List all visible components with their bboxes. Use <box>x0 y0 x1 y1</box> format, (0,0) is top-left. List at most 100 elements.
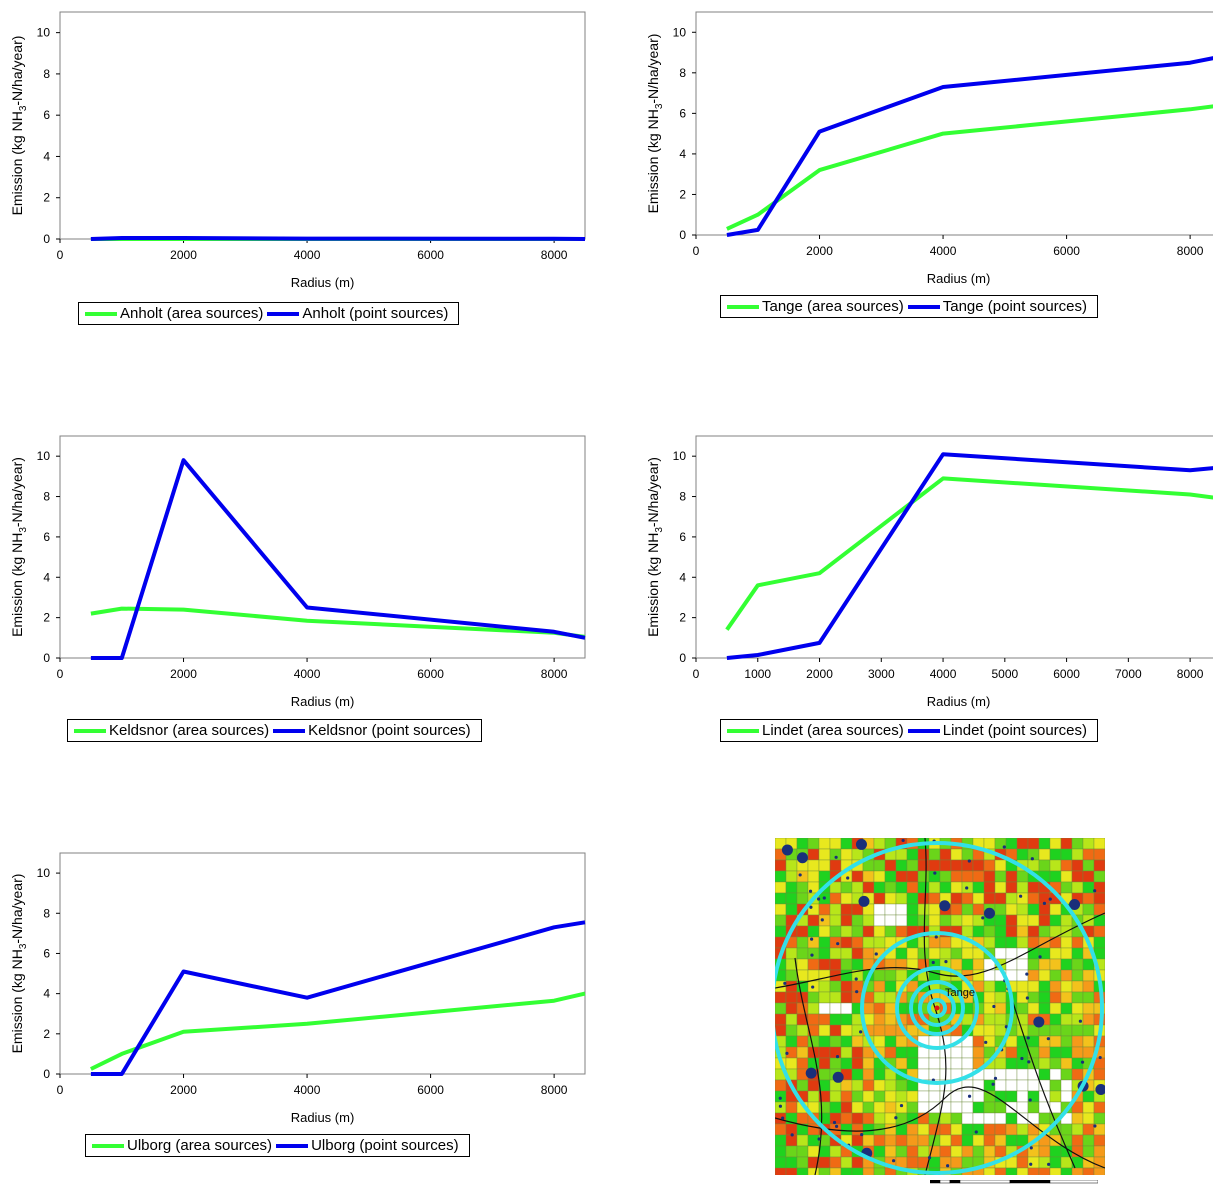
legend-label-point: Anholt (point sources) <box>302 305 449 322</box>
point-source-dot <box>1028 1098 1032 1102</box>
legend-item-point: Anholt (point sources) <box>267 305 448 322</box>
map-cell <box>972 881 985 894</box>
map-cell <box>917 936 930 949</box>
legend-label-point: Ulborg (point sources) <box>311 1137 459 1154</box>
y-tick-label: 8 <box>679 66 686 80</box>
legend-item-area: Tange (area sources) <box>727 298 904 315</box>
map-cell <box>994 1057 1007 1070</box>
point-source-dot <box>781 1116 785 1120</box>
map-cell <box>1060 914 1073 927</box>
map-cell <box>972 1101 985 1114</box>
point-source-dot <box>931 960 935 965</box>
map-cell <box>928 859 941 872</box>
map-cell <box>1060 947 1073 960</box>
map-cell <box>884 980 897 993</box>
map-cell <box>840 980 853 993</box>
map-cell <box>873 870 886 883</box>
map-cell <box>983 980 996 993</box>
x-tick-label: 6000 <box>1053 244 1080 258</box>
y-axis-label: Emission (kg NH3-N/ha/year) <box>645 457 665 637</box>
point-source-dot <box>981 916 985 920</box>
x-tick-label: 6000 <box>1053 667 1080 681</box>
map-cell <box>906 859 919 872</box>
map-cell <box>840 969 853 982</box>
map-cell <box>818 1002 831 1015</box>
map-cell <box>785 892 798 905</box>
x-tick-label: 8000 <box>1177 244 1204 258</box>
map-cell <box>785 969 798 982</box>
x-tick-label: 8000 <box>1177 667 1204 681</box>
point-source-dot <box>832 1071 844 1083</box>
map-cell <box>895 1035 908 1048</box>
map-cell <box>1071 881 1084 894</box>
map-cell <box>840 848 853 861</box>
map-cell <box>917 1090 930 1103</box>
series-line-area-sources <box>90 991 586 1071</box>
map-cell <box>1082 991 1095 1004</box>
map-cell <box>1038 838 1051 850</box>
y-tick-label: 6 <box>43 946 50 960</box>
map-cell <box>972 1134 985 1147</box>
map-cell <box>796 1156 809 1169</box>
map-cell <box>961 1090 974 1103</box>
map-cell <box>840 892 853 905</box>
map-cell <box>1016 1079 1029 1092</box>
map-cell <box>1071 947 1084 960</box>
map-cell <box>1005 925 1018 938</box>
map-cell <box>1005 1046 1018 1059</box>
map-cell <box>1071 936 1084 949</box>
map-cell <box>1082 848 1095 861</box>
radius-ring <box>909 980 965 1036</box>
map-cell <box>1071 1024 1084 1037</box>
map-cell <box>928 881 941 894</box>
map-cell <box>884 881 897 894</box>
map-cell <box>840 1101 853 1114</box>
map-scale-bar <box>930 1180 1098 1184</box>
legend-label-area: Ulborg (area sources) <box>127 1137 273 1154</box>
point-source-dot <box>810 953 814 957</box>
map-cell <box>785 1057 798 1070</box>
legend-label-area: Anholt (area sources) <box>120 305 264 322</box>
map-cell <box>895 914 908 927</box>
map-cell <box>895 1101 908 1114</box>
map-cell <box>1082 1090 1095 1103</box>
map-cell <box>983 870 996 883</box>
map-road <box>775 912 1105 989</box>
map-cell <box>961 1112 974 1125</box>
x-tick-label: 3000 <box>868 667 895 681</box>
map-cell <box>939 1123 952 1136</box>
map-cell <box>1082 1035 1095 1048</box>
point-source-dot <box>798 873 802 877</box>
map-cell <box>961 1046 974 1059</box>
map-cell <box>796 1167 809 1175</box>
point-source-dot <box>874 952 878 956</box>
map-cell <box>840 958 853 971</box>
map-cell <box>1071 991 1084 1004</box>
x-tick-label: 6000 <box>417 248 444 262</box>
point-source-dot <box>836 942 840 946</box>
map-cell <box>950 870 963 883</box>
map-cell <box>906 881 919 894</box>
emission-map: Tange <box>775 838 1105 1175</box>
map-cell <box>895 1145 908 1158</box>
map-cell <box>972 892 985 905</box>
map-cell <box>1060 1090 1073 1103</box>
chart-ulborg-svg: 0 2 4 6 8 10 0 2000 4000 6000 8000 Radius (m) Emissi… <box>9 852 586 1125</box>
map-cell <box>851 947 864 960</box>
legend-swatch-area <box>74 728 106 733</box>
legend-swatch-point <box>276 1143 309 1148</box>
map-cell <box>1082 903 1095 916</box>
map-cell <box>994 991 1007 1004</box>
map-cell <box>1093 848 1105 861</box>
y-tick-label: 0 <box>679 228 686 242</box>
map-cell <box>1038 1068 1051 1081</box>
legend-swatch-point <box>907 304 940 309</box>
map-cell <box>1016 870 1029 883</box>
map-cell <box>1082 881 1095 894</box>
map-cell <box>972 925 985 938</box>
legend-label-area: Lindet (area sources) <box>762 722 904 739</box>
map-cell <box>796 1002 809 1015</box>
map-cell <box>829 881 842 894</box>
point-source-dot <box>993 1076 998 1080</box>
map-cell <box>851 1057 864 1070</box>
